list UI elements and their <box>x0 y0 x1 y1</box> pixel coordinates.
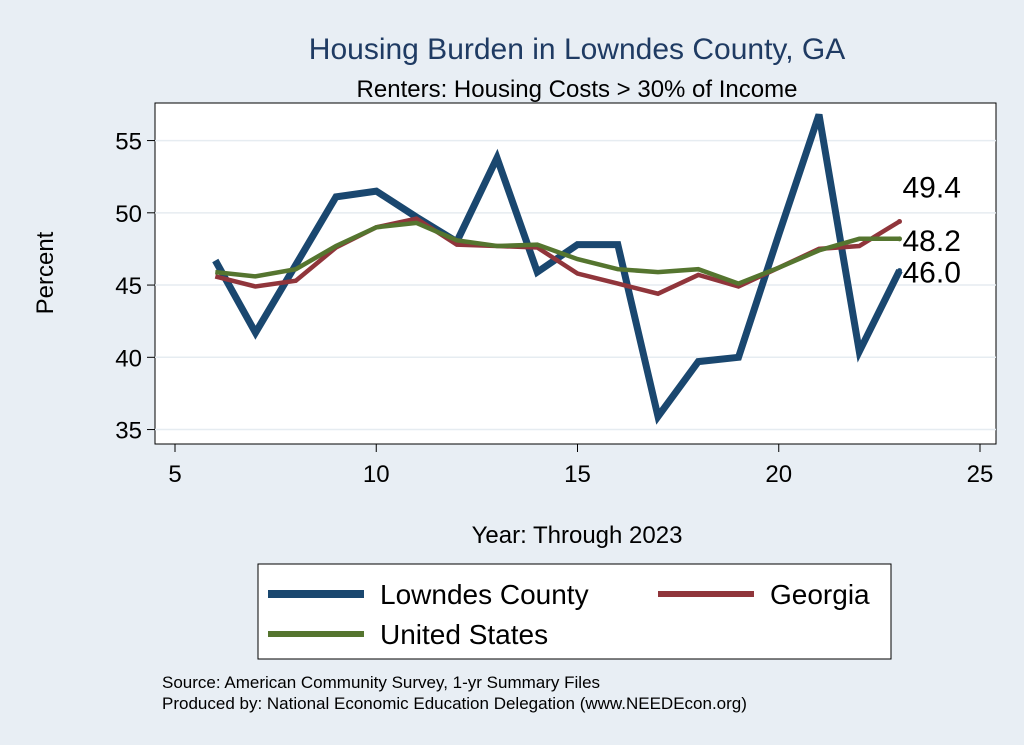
series-line-united-states <box>215 220 900 287</box>
end-point-lowndes-county <box>897 268 902 274</box>
end-label-united-states: 48.2 <box>903 225 961 258</box>
y-tick-label-45: 45 <box>115 273 142 300</box>
end-label-georgia: 49.4 <box>903 171 961 204</box>
legend-label-georgia: Georgia <box>770 579 870 610</box>
x-tick-label-5: 5 <box>168 461 181 488</box>
y-tick-label-40: 40 <box>115 345 142 372</box>
legend-label-lowndes-county: Lowndes County <box>380 579 589 610</box>
end-point-united-states <box>897 236 902 242</box>
y-axis-label: Percent <box>32 231 59 314</box>
source-note: Source: American Community Survey, 1-yr … <box>162 673 600 692</box>
legend <box>257 563 892 660</box>
y-tick-label-35: 35 <box>115 418 142 445</box>
end-label-lowndes-county: 46.0 <box>903 257 961 290</box>
y-tick-label-50: 50 <box>115 201 142 228</box>
produced-by-note: Produced by: National Economic Education… <box>162 694 747 713</box>
end-labels: 46.0 49.4 48.2 <box>903 171 961 289</box>
legend-label-united-states: United States <box>380 619 548 650</box>
end-point-georgia <box>897 218 902 224</box>
x-tick-label-20: 20 <box>765 461 792 488</box>
gridlines <box>155 139 996 431</box>
legend-items: Lowndes County Georgia United States <box>268 579 870 650</box>
y-tick-label-55: 55 <box>115 129 142 156</box>
x-tick-label-15: 15 <box>564 461 591 488</box>
chart-subtitle: Renters: Housing Costs > 30% of Income <box>357 76 798 103</box>
x-axis-label: Year: Through 2023 <box>472 522 683 549</box>
x-tick-label-25: 25 <box>967 461 994 488</box>
x-tick-label-10: 10 <box>363 461 390 488</box>
series-layer <box>212 113 903 425</box>
chart-title: Housing Burden in Lowndes County, GA <box>309 33 845 66</box>
